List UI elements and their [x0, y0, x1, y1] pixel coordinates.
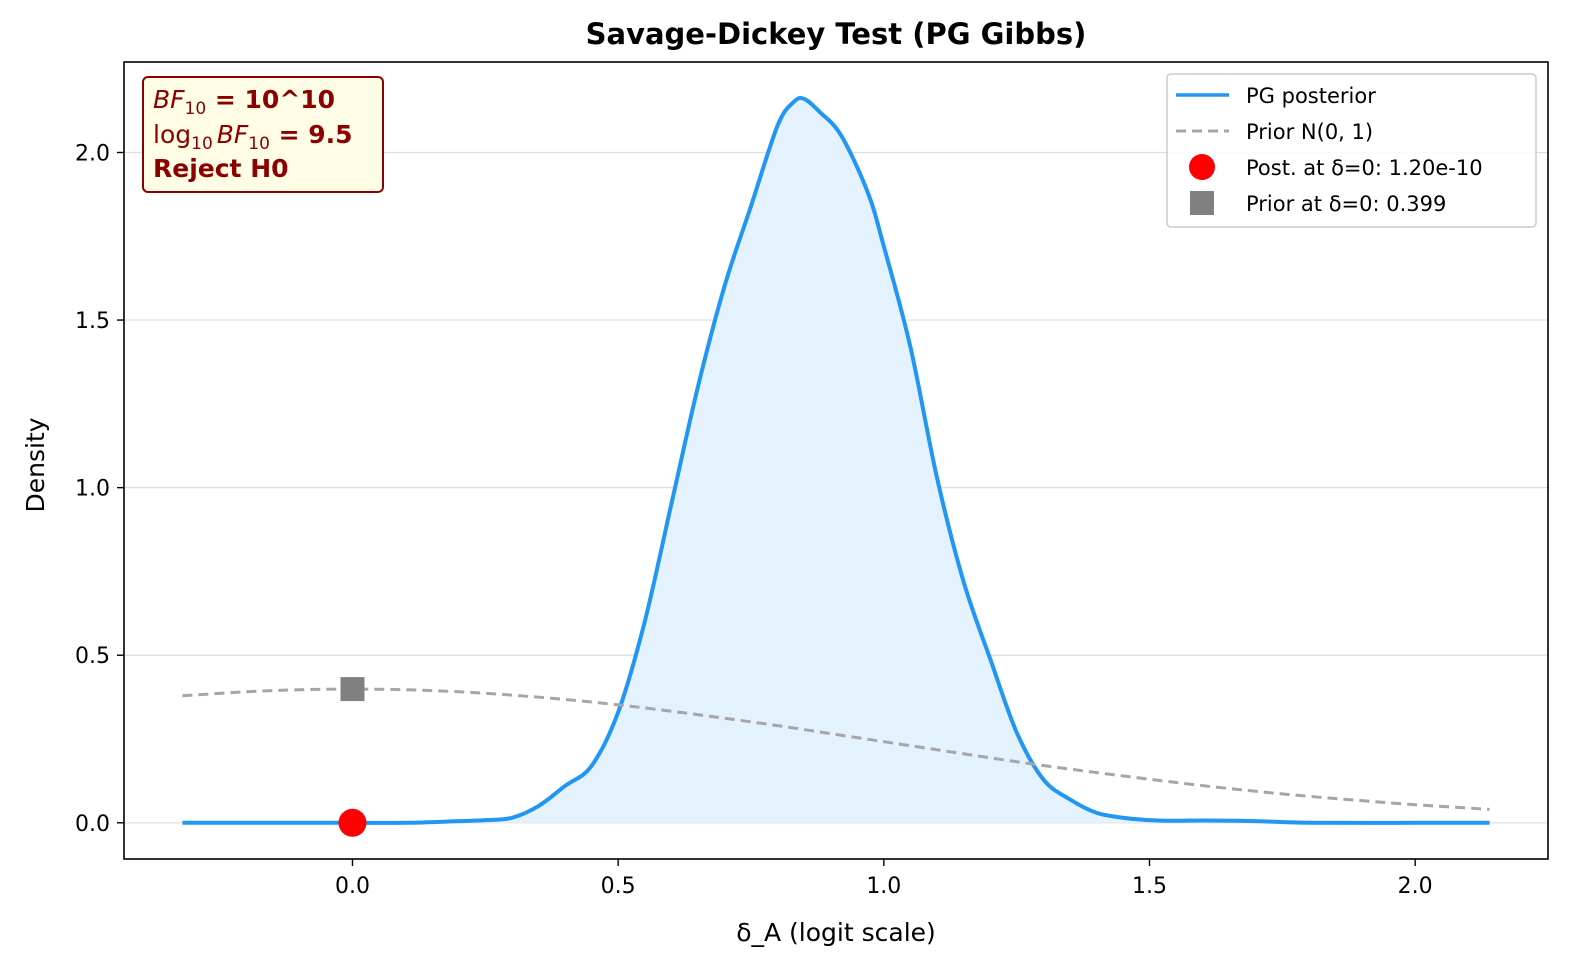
x-tick-label: 2.0 [1398, 874, 1433, 899]
legend-label-prior-at-zero: Prior at δ=0: 0.399 [1246, 192, 1446, 216]
y-tick-label: 1.5 [75, 309, 110, 334]
legend-label-prior: Prior N(0, 1) [1246, 120, 1373, 144]
annotation-line-decision: Reject H0 [153, 154, 289, 183]
x-tick-label: 0.0 [335, 874, 370, 899]
chart-title: Savage-Dickey Test (PG Gibbs) [586, 17, 1087, 51]
annotation-line-bf: BF10 = 10^10 [153, 85, 335, 119]
x-tick-label: 0.5 [601, 874, 636, 899]
x-tick-label: 1.5 [1132, 874, 1167, 899]
legend-label-posterior: PG posterior [1246, 84, 1376, 108]
prior-at-zero-marker [340, 677, 365, 702]
x-tick-label: 1.0 [866, 874, 901, 899]
annotation-box [142, 76, 384, 193]
y-axis-label: Density [21, 417, 50, 512]
y-tick-label: 2.0 [75, 141, 110, 166]
posterior-area-fill [182, 97, 1490, 823]
y-tick-label: 0.0 [75, 812, 110, 837]
y-tick-label: 1.0 [75, 477, 110, 502]
bayes-factor-annotation: BF10 = 10^10 log10 BF10 = 9.5 Reject H0 [142, 76, 384, 193]
annotation-line-log-bf: log10 BF10 = 9.5 [153, 120, 353, 154]
series-layer [182, 96, 1490, 825]
legend-swatch-post-at-zero [1189, 154, 1215, 180]
posterior-at-zero-marker [338, 808, 367, 837]
x-axis-ticks: 0.0 0.5 1.0 1.5 2.0 [335, 859, 1433, 899]
x-axis-label: δ_A (logit scale) [736, 918, 936, 947]
posterior-fill-layer [182, 97, 1490, 823]
posterior-density-line [182, 96, 1490, 825]
y-tick-label: 0.5 [75, 644, 110, 669]
legend-label-post-at-zero: Post. at δ=0: 1.20e-10 [1246, 156, 1483, 180]
legend-box [1166, 73, 1537, 228]
legend-swatch-prior-at-zero [1190, 191, 1214, 215]
prior-density-line [182, 687, 1490, 811]
marker-layer [338, 677, 367, 837]
plot-frame [123, 61, 1549, 860]
y-axis-ticks: 0.0 0.5 1.0 1.5 2.0 [75, 141, 124, 837]
legend: PG posterior Prior N(0, 1) Post. at δ=0:… [1166, 73, 1537, 228]
